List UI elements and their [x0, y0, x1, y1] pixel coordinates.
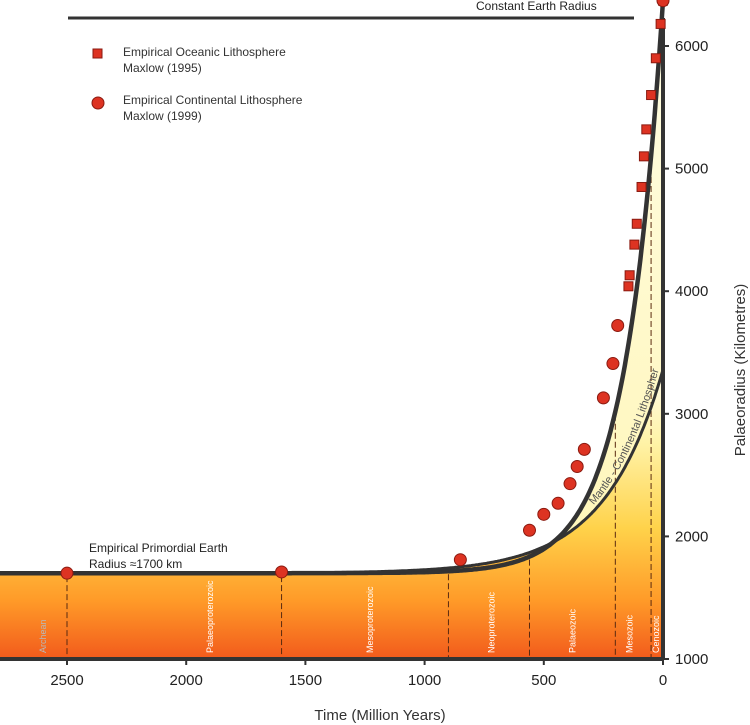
continental-point [275, 565, 289, 579]
legend-square-marker [92, 48, 103, 59]
radius-curves: Mantle - Continental Lithosphere [0, 0, 666, 576]
continental-point [537, 507, 551, 521]
constant-radius-label: Constant Earth Radius [476, 0, 597, 13]
x-tick-label: 1500 [289, 672, 322, 689]
continental-point [656, 0, 670, 8]
oceanic-point [646, 90, 657, 101]
oceanic-point [631, 218, 642, 229]
mantle-curve [0, 369, 665, 575]
continental-point [453, 553, 467, 567]
oceanic-point [641, 124, 652, 135]
legend-circle-marker [91, 96, 105, 110]
x-tick-label: 500 [531, 672, 556, 689]
era-label: Mesoproterozoic [365, 586, 375, 653]
primordial-label-line1: Empirical Primordial Earth [89, 541, 228, 555]
continental-point [551, 496, 565, 510]
legend: Empirical Oceanic Lithosphere Maxlow (19… [91, 45, 303, 123]
era-label: Neoproterozoic [486, 591, 496, 653]
oceanic-point [629, 239, 640, 250]
oceanic-point [636, 181, 647, 192]
continental-point [563, 477, 577, 491]
continental-point [577, 442, 591, 456]
continental-point [570, 460, 584, 474]
continental-point [596, 391, 610, 405]
y-axis-title: Palaeoradius (Kilometres) [732, 284, 749, 457]
continental-point [60, 566, 74, 580]
x-tick-label: 2500 [50, 672, 83, 689]
continental-point [522, 523, 536, 537]
y-tick-label: 3000 [675, 406, 708, 423]
era-label: Palaeoproterozoic [205, 580, 215, 653]
radius-fill-area [0, 0, 663, 659]
data-points [60, 0, 670, 580]
mantle-fill [0, 369, 663, 659]
era-label: Mesozoic [625, 614, 635, 653]
continental-point [606, 357, 620, 371]
axes: 2500 2000 1500 1000 500 010002000300040005000… [0, 18, 708, 689]
oceanic-point [655, 18, 666, 29]
continental-point [611, 319, 625, 333]
y-tick-label: 4000 [675, 283, 708, 300]
era-label: Palaeozoic [567, 608, 577, 653]
legend-continental-label-2: Maxlow (1999) [123, 109, 202, 123]
y-tick-label: 5000 [675, 161, 708, 178]
y-tick-label: 1000 [675, 651, 708, 668]
lithosphere-band [0, 0, 663, 574]
era-boundaries: Archean Palaeoproterozoic Mesoproterozoic N… [38, 158, 661, 659]
legend-continental-label: Empirical Continental Lithosphere [123, 93, 303, 107]
x-axis-title: Time (Million Years) [314, 707, 445, 724]
oceanic-point [650, 53, 661, 64]
oceanic-point [623, 281, 634, 292]
oceanic-point [624, 270, 635, 281]
y-tick-label: 6000 [675, 38, 708, 55]
era-label: Cenozoic [651, 615, 661, 653]
y-tick-label: 2000 [675, 528, 708, 545]
era-label: Archean [38, 619, 48, 653]
legend-oceanic-label: Empirical Oceanic Lithosphere [123, 45, 286, 59]
x-tick-label: 2000 [170, 672, 203, 689]
mantle-curve-label: Mantle - Continental Lithosphere [0, 0, 662, 507]
primordial-label-line2: Radius ≈1700 km [89, 557, 182, 571]
primordial-radius-curve [0, 0, 666, 576]
oceanic-point [638, 151, 649, 162]
x-tick-label: 1000 [408, 672, 441, 689]
legend-oceanic-label-2: Maxlow (1995) [123, 61, 202, 75]
x-tick-label: 0 [659, 672, 667, 689]
